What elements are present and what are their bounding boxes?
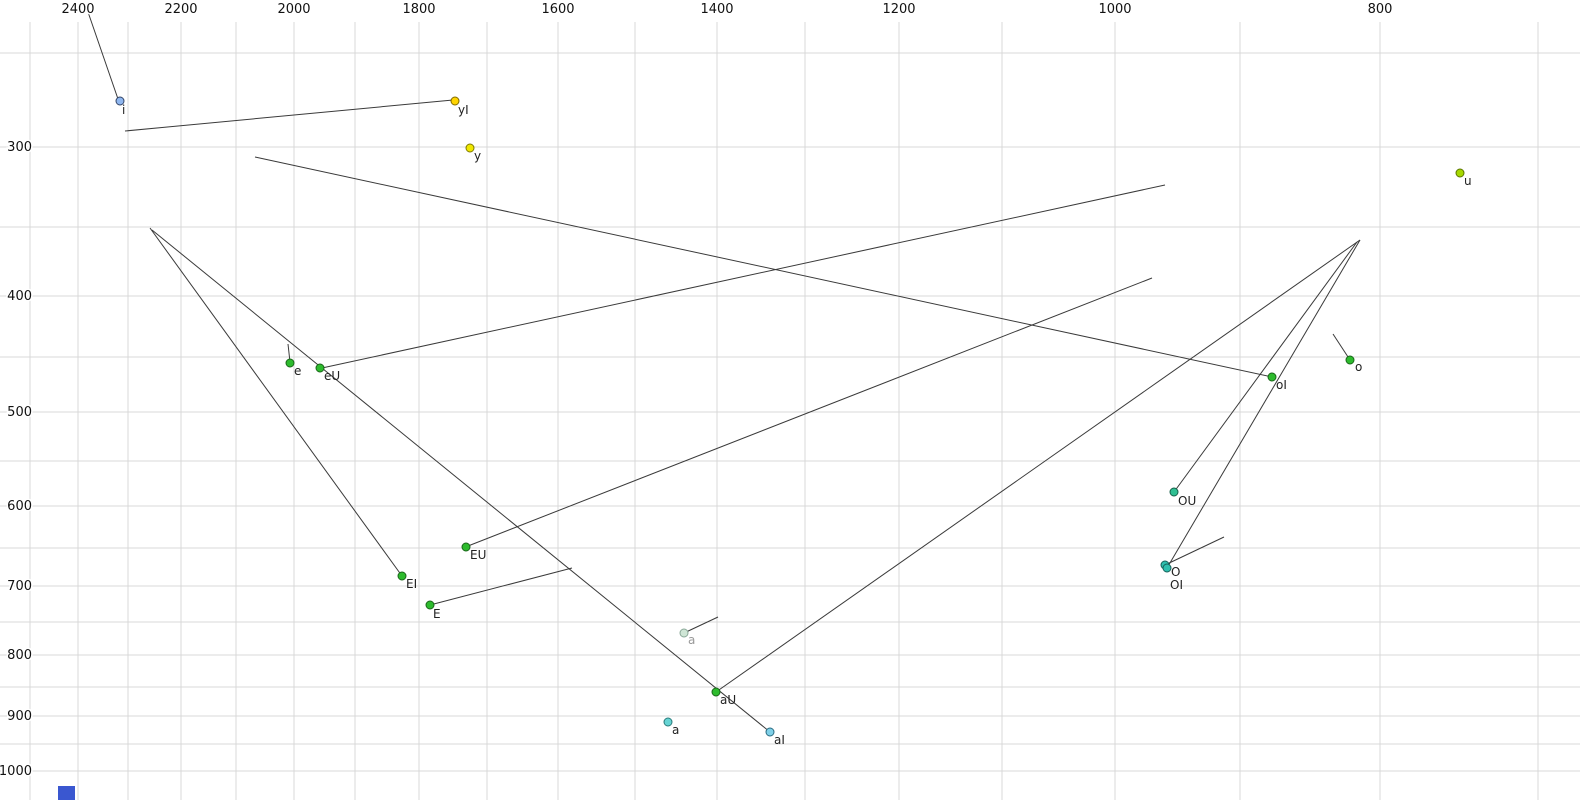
point-label-aU: aU [720,693,736,707]
data-point-E[interactable] [425,600,435,610]
trajectory-line-OU [1173,241,1358,493]
trajectory-line-a_mid [683,616,719,634]
y-axis-tick-label: 700 [7,579,32,594]
y-axis-tick-label: 1000 [0,764,32,779]
data-point-yI[interactable] [450,96,460,106]
x-axis-tick-label: 2200 [164,2,197,17]
data-point-o[interactable] [1345,355,1355,365]
trajectory-line-oI [254,156,1273,378]
data-point-a_mid[interactable] [679,628,689,638]
point-label-O: O [1171,565,1180,579]
data-point-a[interactable] [663,717,673,727]
data-point-eU[interactable] [315,363,325,373]
data-point-e[interactable] [285,358,295,368]
data-point-y[interactable] [465,143,475,153]
trajectory-line-EI [149,227,403,577]
x-axis-tick-label: 2000 [277,2,310,17]
trajectory-line-o [1332,333,1351,361]
point-label-OI: OI [1170,578,1183,592]
y-axis-tick-label: 600 [7,499,32,514]
point-label-EU: EU [470,548,486,562]
point-label-aI: aI [774,733,785,747]
point-label-OU: OU [1178,494,1196,508]
x-axis-tick-label: 1400 [700,2,733,17]
data-point-u[interactable] [1455,168,1465,178]
point-label-yI: yI [458,103,469,117]
bottom-left-marker [58,786,75,800]
x-axis-tick-label: 800 [1368,2,1393,17]
point-label-oI: oI [1276,378,1287,392]
trajectory-line-O [1164,536,1225,566]
x-axis-tick-label: 1600 [541,2,574,17]
x-axis-tick-label: 2400 [61,2,94,17]
point-label-y: y [474,149,481,163]
data-point-EI[interactable] [397,571,407,581]
point-label-u: u [1464,174,1472,188]
data-point-i[interactable] [115,96,125,106]
y-axis-tick-label: 300 [7,140,32,155]
trajectory-line-yI [124,99,454,132]
trajectory-line-EU [467,277,1153,547]
point-label-eU: eU [324,369,340,383]
point-label-o: o [1355,360,1362,374]
data-point-oI[interactable] [1267,372,1277,382]
data-point-OI[interactable] [1162,563,1172,573]
trajectory-line-eU [321,184,1166,369]
data-point-EU[interactable] [461,542,471,552]
trajectory-line-OI [1166,239,1361,569]
point-label-E: E [433,607,441,621]
point-label-a: a [672,723,679,737]
y-axis-tick-label: 500 [7,405,32,420]
y-axis-tick-label: 400 [7,289,32,304]
trajectory-line-E [429,567,573,606]
data-point-aU[interactable] [711,687,721,697]
point-label-EI: EI [406,577,417,591]
point-label-a_mid: a [688,633,695,647]
y-axis-tick-label: 900 [7,709,32,724]
x-axis-tick-label: 1800 [402,2,435,17]
trajectory-line-aI [151,229,771,733]
data-point-OU[interactable] [1169,487,1179,497]
trajectory-line-aU [715,239,1361,693]
x-axis-tick-label: 1000 [1098,2,1131,17]
point-label-e: e [294,364,301,378]
x-axis-tick-label: 1200 [882,2,915,17]
y-axis-tick-label: 800 [7,648,32,663]
data-point-aI[interactable] [765,727,775,737]
point-label-i: i [122,103,125,117]
trajectory-line-i [87,11,119,100]
